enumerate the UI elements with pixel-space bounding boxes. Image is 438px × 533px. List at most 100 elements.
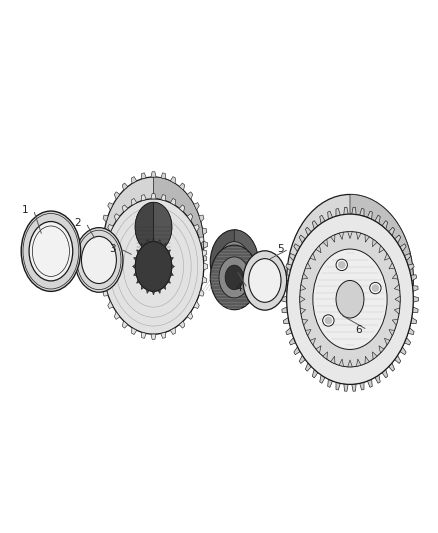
Polygon shape (158, 239, 160, 244)
Polygon shape (170, 257, 173, 261)
Polygon shape (413, 296, 419, 302)
Polygon shape (194, 279, 199, 287)
Polygon shape (103, 268, 108, 274)
Polygon shape (179, 321, 185, 328)
Polygon shape (357, 359, 361, 366)
Text: 5: 5 (277, 244, 283, 254)
Ellipse shape (287, 214, 413, 384)
Polygon shape (382, 221, 388, 229)
Polygon shape (167, 279, 170, 283)
Ellipse shape (210, 245, 258, 310)
Polygon shape (300, 308, 306, 314)
Polygon shape (352, 207, 356, 214)
Polygon shape (151, 334, 156, 340)
Polygon shape (283, 275, 289, 281)
Polygon shape (400, 244, 406, 252)
Polygon shape (151, 172, 156, 177)
Polygon shape (323, 352, 328, 359)
Polygon shape (344, 384, 348, 391)
Polygon shape (300, 296, 305, 302)
Circle shape (336, 259, 347, 271)
Polygon shape (395, 296, 400, 302)
Polygon shape (133, 264, 135, 269)
Polygon shape (382, 369, 388, 378)
Polygon shape (372, 352, 377, 359)
Polygon shape (199, 215, 204, 222)
Polygon shape (146, 239, 149, 244)
Circle shape (371, 284, 379, 292)
Polygon shape (146, 289, 149, 294)
Polygon shape (379, 346, 384, 353)
Polygon shape (379, 246, 384, 253)
Polygon shape (152, 292, 155, 295)
Polygon shape (389, 263, 395, 269)
Polygon shape (299, 356, 305, 364)
Polygon shape (141, 332, 146, 338)
Ellipse shape (243, 251, 287, 310)
Circle shape (323, 315, 334, 326)
Polygon shape (286, 328, 292, 335)
Polygon shape (294, 244, 300, 252)
Polygon shape (286, 264, 292, 271)
Polygon shape (194, 224, 199, 232)
Text: 1: 1 (21, 205, 28, 215)
Polygon shape (336, 208, 340, 216)
Polygon shape (336, 382, 340, 390)
Circle shape (338, 261, 346, 269)
Ellipse shape (81, 236, 117, 284)
Polygon shape (283, 318, 289, 324)
Polygon shape (199, 237, 204, 244)
Polygon shape (372, 239, 377, 247)
Polygon shape (400, 347, 406, 354)
Ellipse shape (21, 211, 81, 292)
Polygon shape (179, 299, 185, 306)
Polygon shape (299, 235, 305, 243)
Ellipse shape (103, 177, 204, 312)
Ellipse shape (75, 228, 123, 292)
Polygon shape (202, 228, 207, 235)
Polygon shape (99, 241, 103, 248)
Polygon shape (131, 176, 137, 183)
Polygon shape (114, 214, 120, 221)
Polygon shape (331, 356, 335, 364)
Polygon shape (141, 173, 146, 179)
Polygon shape (100, 228, 105, 235)
Polygon shape (375, 215, 380, 223)
Polygon shape (163, 244, 166, 247)
Polygon shape (360, 382, 364, 390)
Polygon shape (282, 307, 287, 313)
Polygon shape (114, 290, 120, 297)
Polygon shape (310, 253, 315, 260)
Polygon shape (194, 203, 199, 210)
Text: 2: 2 (74, 218, 81, 228)
Polygon shape (312, 221, 318, 229)
Polygon shape (163, 286, 166, 289)
Polygon shape (395, 356, 401, 364)
Polygon shape (161, 310, 166, 317)
Ellipse shape (336, 280, 364, 318)
Polygon shape (392, 319, 398, 325)
Polygon shape (151, 193, 156, 199)
Polygon shape (108, 279, 113, 287)
Polygon shape (122, 183, 128, 190)
Polygon shape (131, 198, 137, 205)
Ellipse shape (219, 241, 250, 282)
Polygon shape (161, 332, 166, 338)
Polygon shape (357, 232, 361, 239)
Polygon shape (202, 250, 207, 257)
Polygon shape (134, 272, 137, 276)
Polygon shape (389, 227, 395, 236)
Polygon shape (204, 241, 208, 248)
Polygon shape (141, 286, 144, 289)
Polygon shape (179, 205, 185, 212)
Ellipse shape (103, 199, 204, 334)
Polygon shape (100, 276, 105, 283)
Polygon shape (348, 360, 352, 367)
Polygon shape (385, 253, 390, 260)
Polygon shape (411, 318, 417, 324)
Polygon shape (153, 177, 204, 334)
Polygon shape (389, 329, 395, 336)
Polygon shape (172, 264, 174, 269)
Polygon shape (161, 173, 166, 179)
Polygon shape (141, 195, 146, 201)
